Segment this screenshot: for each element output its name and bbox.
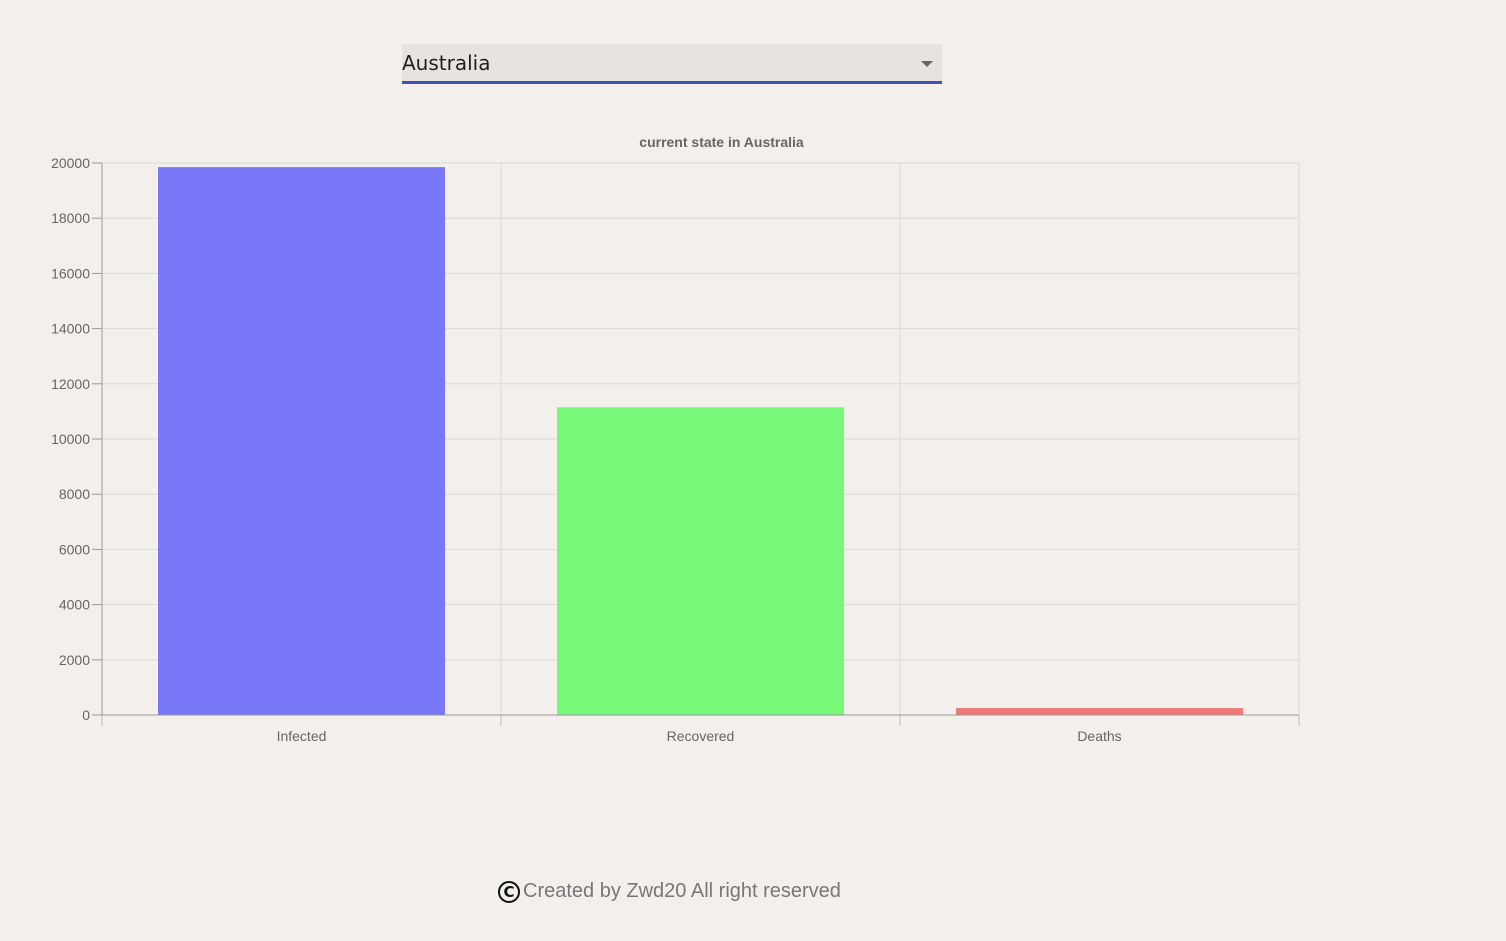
x-tick-label: Deaths xyxy=(1077,728,1121,744)
country-select-value: Australia xyxy=(402,51,491,75)
y-tick-label: 6000 xyxy=(59,541,90,557)
y-tick-label: 12000 xyxy=(51,376,90,392)
y-tick-label: 20000 xyxy=(51,155,90,171)
y-tick-label: 2000 xyxy=(59,652,90,668)
y-tick-label: 16000 xyxy=(51,265,90,281)
country-select[interactable]: Australia xyxy=(402,44,942,84)
bar-chart: current state in Australia 0 2000 4000 6000 8… xyxy=(51,134,1300,744)
bar-deaths xyxy=(956,708,1243,715)
y-tick-label: 18000 xyxy=(51,210,90,226)
y-tick-label: 10000 xyxy=(51,431,90,447)
bar-infected xyxy=(158,167,445,715)
footer: C Created by Zwd20 All right reserved xyxy=(498,880,841,903)
y-tick-label: 14000 xyxy=(51,321,90,337)
footer-text: Created by Zwd20 All right reserved xyxy=(523,880,841,902)
chart-title: current state in Australia xyxy=(639,134,804,150)
x-tick-label: Infected xyxy=(277,728,327,744)
x-tick-label: Recovered xyxy=(667,728,735,744)
chevron-down-icon[interactable] xyxy=(921,61,933,67)
copyright-icon: C xyxy=(498,880,520,903)
y-tick-label: 4000 xyxy=(59,597,90,613)
y-tick-label: 0 xyxy=(82,707,90,723)
y-tick-label: 8000 xyxy=(59,486,90,502)
bar-recovered xyxy=(557,407,844,715)
